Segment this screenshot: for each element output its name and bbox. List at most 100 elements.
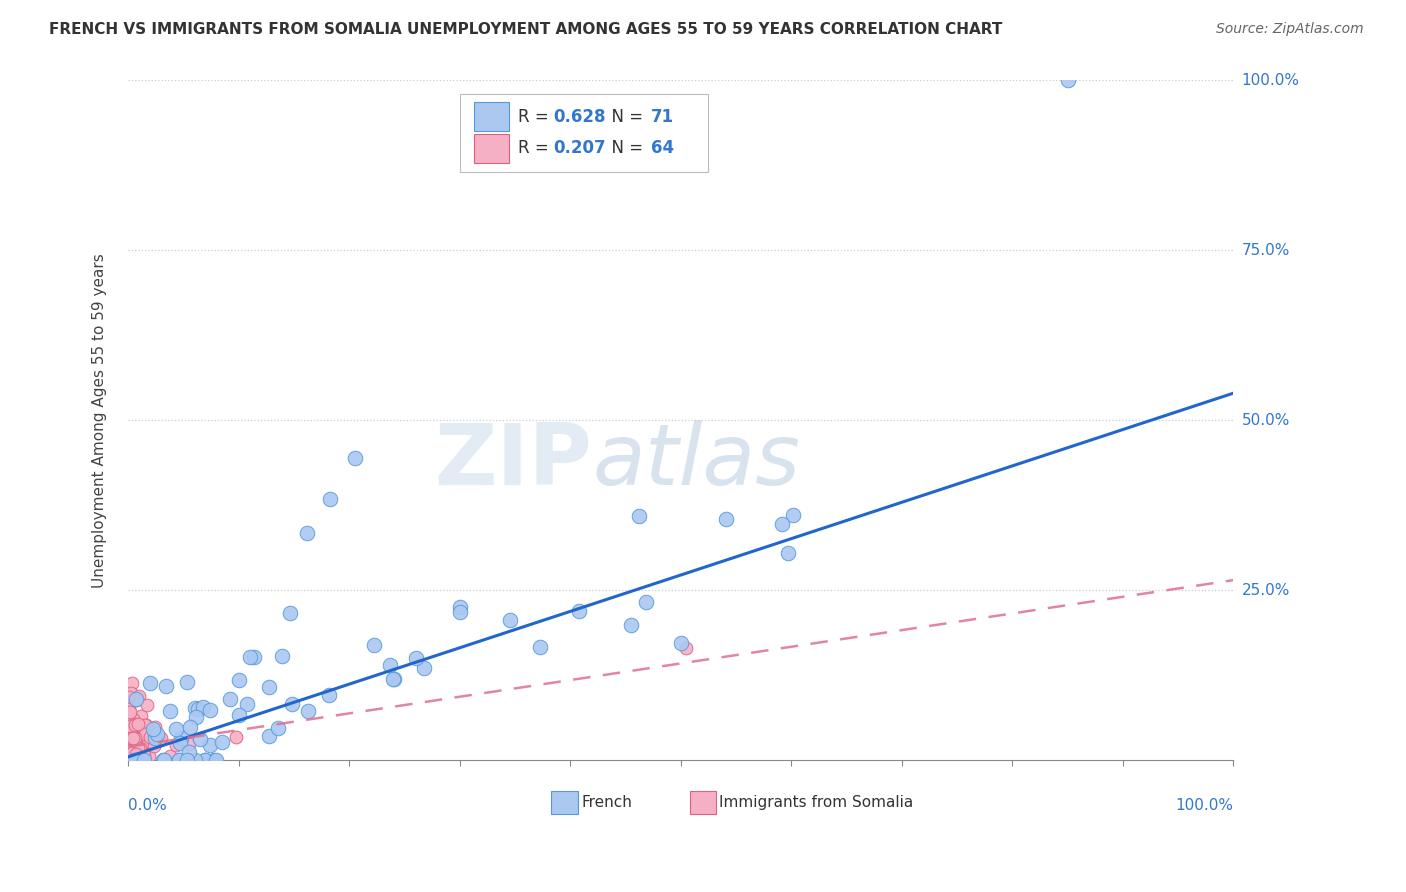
Point	[278, 607, 301, 621]
Point	[134, 718, 156, 732]
Point	[225, 730, 247, 744]
Point	[118, 739, 141, 754]
Point	[716, 511, 738, 525]
Text: Immigrants from Somalia: Immigrants from Somalia	[720, 795, 914, 810]
Point	[125, 753, 148, 767]
Point	[449, 605, 471, 619]
Point	[295, 525, 318, 540]
Point	[257, 729, 280, 743]
Point	[413, 661, 436, 675]
Point	[782, 508, 804, 523]
Point	[228, 708, 250, 723]
Point	[120, 731, 142, 746]
Point	[124, 728, 146, 742]
Point	[142, 723, 165, 737]
Point	[136, 733, 159, 747]
Point	[120, 747, 142, 761]
Text: Source: ZipAtlas.com: Source: ZipAtlas.com	[1216, 22, 1364, 37]
Point	[120, 721, 142, 735]
Point	[205, 753, 228, 767]
Point	[620, 617, 643, 632]
Point	[122, 717, 145, 731]
Point	[627, 509, 650, 524]
Point	[139, 675, 162, 690]
Text: French: French	[581, 795, 633, 810]
Point	[124, 718, 146, 732]
FancyBboxPatch shape	[689, 791, 716, 814]
Text: 0.207: 0.207	[554, 139, 606, 158]
Point	[134, 747, 156, 762]
Point	[128, 739, 150, 753]
Point	[122, 731, 145, 745]
Point	[125, 747, 148, 762]
Point	[187, 702, 209, 716]
Point	[198, 702, 221, 716]
Point	[343, 450, 366, 465]
Point	[120, 691, 142, 706]
FancyBboxPatch shape	[460, 94, 709, 172]
Text: 0.0%: 0.0%	[128, 797, 167, 813]
Point	[211, 735, 233, 749]
Point	[120, 745, 142, 759]
Point	[127, 730, 149, 744]
Point	[568, 604, 591, 618]
Point	[179, 720, 201, 734]
Point	[449, 600, 471, 615]
Point	[129, 743, 152, 757]
Point	[194, 753, 217, 767]
Point	[128, 690, 150, 704]
Point	[165, 738, 187, 752]
Point	[165, 722, 187, 736]
Point	[121, 691, 143, 706]
Point	[124, 693, 146, 707]
Text: N =: N =	[602, 139, 648, 158]
Text: ZIP: ZIP	[434, 419, 592, 503]
Point	[125, 739, 148, 753]
Point	[122, 731, 145, 745]
Point	[297, 704, 319, 718]
Text: 100.0%: 100.0%	[1175, 797, 1233, 813]
Text: 0.628: 0.628	[554, 108, 606, 126]
Point	[136, 698, 159, 713]
Point	[363, 638, 385, 652]
Point	[125, 731, 148, 746]
Text: 100.0%: 100.0%	[1241, 73, 1299, 88]
Point	[770, 517, 793, 532]
Point	[118, 732, 141, 747]
Point	[129, 709, 152, 723]
Point	[150, 731, 173, 745]
Point	[152, 753, 174, 767]
Point	[122, 713, 145, 727]
Point	[121, 676, 143, 690]
Text: 71: 71	[651, 108, 673, 126]
Point	[176, 753, 198, 767]
Point	[499, 613, 522, 627]
Point	[142, 724, 165, 739]
Point	[118, 746, 141, 760]
Point	[135, 717, 157, 731]
Point	[122, 753, 145, 767]
Point	[194, 753, 217, 767]
Point	[405, 650, 427, 665]
Point	[127, 716, 149, 731]
Point	[169, 753, 191, 767]
Point	[170, 731, 193, 745]
Point	[125, 740, 148, 755]
Point	[188, 732, 211, 747]
Point	[122, 726, 145, 740]
Point	[257, 680, 280, 694]
Point	[138, 730, 160, 744]
Point	[127, 741, 149, 756]
Point	[675, 641, 697, 656]
Point	[191, 700, 214, 714]
Point	[184, 753, 207, 767]
Point	[118, 701, 141, 715]
Point	[776, 546, 799, 560]
Point	[218, 692, 240, 706]
Point	[378, 658, 401, 673]
Text: 64: 64	[651, 139, 673, 158]
Point	[636, 595, 658, 609]
FancyBboxPatch shape	[474, 134, 509, 162]
Point	[122, 725, 145, 739]
Point	[159, 748, 181, 763]
